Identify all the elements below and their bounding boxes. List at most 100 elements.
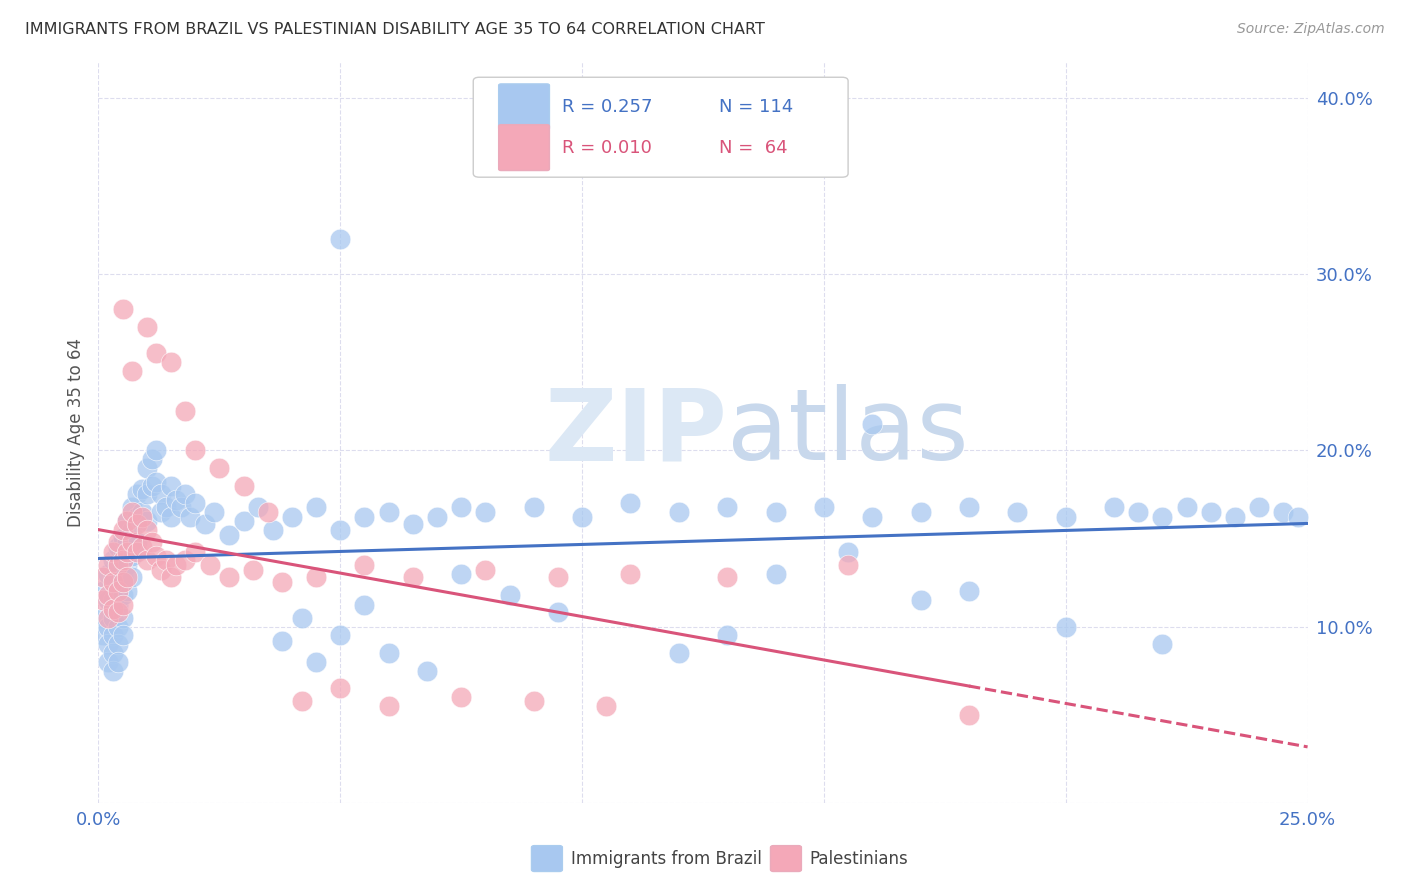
Point — [160, 510, 183, 524]
Point — [111, 570, 134, 584]
Point — [131, 482, 153, 496]
Point — [1128, 505, 1150, 519]
Point — [91, 593, 114, 607]
Point — [837, 558, 859, 572]
Point — [595, 698, 617, 713]
Point — [111, 599, 134, 613]
Point — [218, 528, 240, 542]
Point — [716, 570, 738, 584]
Point — [174, 487, 197, 501]
Point — [97, 593, 120, 607]
Point — [107, 535, 129, 549]
Point — [450, 500, 472, 514]
Point — [160, 570, 183, 584]
Y-axis label: Disability Age 35 to 64: Disability Age 35 to 64 — [66, 338, 84, 527]
Point — [169, 500, 191, 514]
Point — [204, 505, 226, 519]
Point — [353, 510, 375, 524]
Point — [271, 575, 294, 590]
Point — [117, 570, 139, 584]
Point — [668, 505, 690, 519]
Point — [290, 610, 312, 624]
Point — [101, 575, 124, 590]
Point — [837, 545, 859, 559]
Point — [101, 570, 124, 584]
Point — [813, 500, 835, 514]
Point — [910, 505, 932, 519]
Point — [127, 535, 149, 549]
Point — [523, 500, 546, 514]
Point — [117, 514, 139, 528]
Point — [135, 487, 157, 501]
Point — [957, 500, 980, 514]
Point — [860, 417, 883, 431]
Point — [242, 563, 264, 577]
Point — [111, 523, 134, 537]
Point — [1249, 500, 1271, 514]
Point — [101, 610, 124, 624]
Point — [160, 355, 183, 369]
Point — [101, 646, 124, 660]
Point — [450, 566, 472, 581]
Point — [131, 540, 153, 554]
Point — [1152, 510, 1174, 524]
Point — [329, 523, 352, 537]
Text: IMMIGRANTS FROM BRAZIL VS PALESTINIAN DISABILITY AGE 35 TO 64 CORRELATION CHART: IMMIGRANTS FROM BRAZIL VS PALESTINIAN DI… — [25, 22, 765, 37]
Point — [498, 588, 520, 602]
Point — [184, 545, 207, 559]
Point — [121, 523, 143, 537]
Point — [329, 681, 352, 696]
Point — [107, 540, 129, 554]
Point — [150, 563, 173, 577]
Point — [101, 628, 124, 642]
Point — [141, 452, 163, 467]
Point — [107, 606, 129, 620]
Point — [329, 232, 352, 246]
Point — [111, 588, 134, 602]
Point — [111, 552, 134, 566]
Point — [450, 690, 472, 704]
Point — [547, 570, 569, 584]
Point — [1286, 510, 1309, 524]
Point — [619, 566, 641, 581]
Point — [91, 584, 114, 599]
Point — [117, 535, 139, 549]
Point — [145, 346, 167, 360]
Point — [101, 602, 124, 616]
Point — [305, 500, 328, 514]
Point — [117, 558, 139, 572]
Point — [111, 302, 134, 317]
Point — [97, 588, 120, 602]
Point — [117, 514, 139, 528]
Point — [198, 558, 221, 572]
Point — [117, 584, 139, 599]
Point — [97, 619, 120, 633]
Point — [1054, 510, 1077, 524]
Point — [262, 523, 284, 537]
Point — [547, 606, 569, 620]
Point — [474, 563, 496, 577]
Point — [117, 545, 139, 559]
Point — [155, 500, 177, 514]
Point — [97, 610, 120, 624]
Point — [150, 505, 173, 519]
Point — [121, 364, 143, 378]
Point — [107, 581, 129, 595]
Point — [1152, 637, 1174, 651]
Point — [165, 558, 187, 572]
Point — [145, 549, 167, 563]
Point — [97, 558, 120, 572]
Point — [957, 707, 980, 722]
FancyBboxPatch shape — [499, 84, 550, 130]
Point — [329, 628, 352, 642]
Text: Source: ZipAtlas.com: Source: ZipAtlas.com — [1237, 22, 1385, 37]
Text: N =  64: N = 64 — [718, 138, 787, 157]
Point — [860, 510, 883, 524]
Point — [957, 584, 980, 599]
Point — [377, 646, 399, 660]
Point — [97, 655, 120, 669]
Point — [101, 664, 124, 678]
Point — [174, 404, 197, 418]
Point — [716, 628, 738, 642]
Point — [111, 549, 134, 563]
